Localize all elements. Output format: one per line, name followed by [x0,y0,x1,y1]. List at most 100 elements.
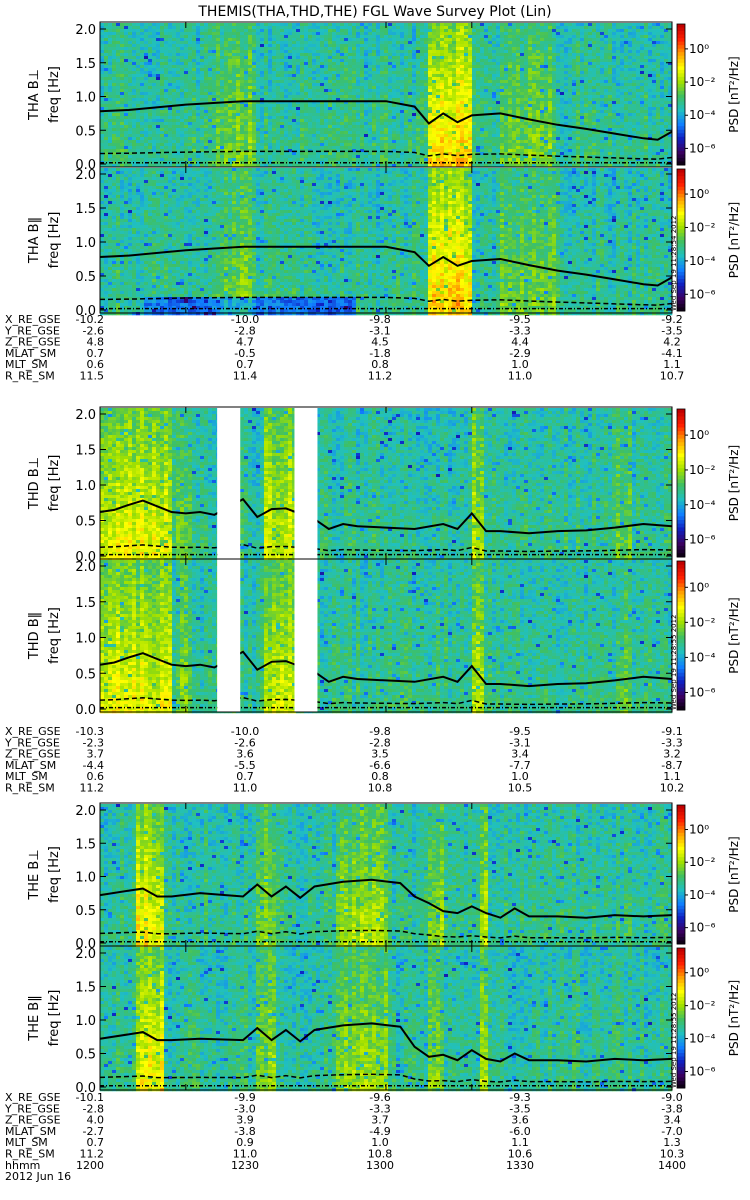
ephemeris-table: X_RE_GSE -10.2 -10.0 -9.8 -9.5 -9.2Y_RE_GSE -2… [4,313,684,383]
ephemeris-value: 11.2 [80,782,105,795]
ephemeris-value: 1230 [231,1159,259,1172]
y-tick-label: 1.0 [75,632,96,647]
date-label: 2012 Jun 16 [5,1170,71,1183]
y-axis-label: freq [Hz] [47,990,62,1047]
spectrogram-image [100,804,672,948]
colorbar-tick-label: 10⁻² [689,75,716,89]
colorbar-tick-label: 10⁰ [689,823,709,837]
colorbar-tick-label: 10⁻⁴ [689,1032,716,1046]
spectrogram-image [100,168,672,315]
y-tick-label: 1.5 [75,596,96,611]
ephemeris-value: 10.2 [660,782,685,795]
colorbar-label: PSD [nT²/Hz] [727,445,741,521]
colorbar: 10⁰ 10⁻² 10⁻⁴ 10⁻⁶ PSD [nT²/Hz] [677,409,741,558]
y-tick-label: 1.0 [75,1014,96,1029]
timestamp-stamp: Wed Sep 19 11:28:55 2012 [670,992,678,1088]
ephemeris-value: 11.5 [80,370,105,383]
colorbar-tick-label: 10⁻⁶ [689,921,716,935]
y-tick-label: 1.0 [75,479,96,494]
panel-label: THA B‖ [27,217,42,264]
ephemeris-row-label: R_RE_SM [5,370,55,383]
y-tick-label: 0.5 [75,515,96,530]
colorbar-tick-label: 10⁰ [689,966,709,980]
y-axis-label: freq [Hz] [47,607,62,664]
spectrogram-image [100,947,672,1091]
colorbar-tick-label: 10⁻² [689,855,716,869]
y-tick-label: 0.5 [75,124,96,139]
y-axis-label: freq [Hz] [47,212,62,269]
y-tick-label: 0.5 [75,270,96,285]
y-tick-label: 2.0 [75,168,96,183]
ephemeris-value: 10.7 [660,370,685,383]
colorbar-tick-label: 10⁻⁴ [689,254,716,268]
y-tick-label: 1.5 [75,202,96,217]
colorbar-tick-label: 10⁻² [689,463,716,477]
ephemeris-value: 10.8 [368,782,393,795]
colorbar-tick-label: 10⁻⁴ [689,498,716,512]
colorbar-tick-label: 10⁻⁶ [689,141,716,155]
colorbar-tick-label: 10⁻⁶ [689,685,716,699]
ephemeris-value: 11.4 [233,370,258,383]
colorbar-tick-label: 10⁰ [689,580,709,594]
colorbar-label: PSD [nT²/Hz] [727,980,741,1056]
y-tick-label: 1.5 [75,837,96,852]
ephemeris-value: 1330 [506,1159,534,1172]
colorbar-label: PSD [nT²/Hz] [727,202,741,278]
colorbar-tick-label: 10⁻² [689,615,716,629]
y-axis-label: freq [Hz] [47,455,62,512]
spectrogram-image [100,560,672,713]
ephemeris-value: 11.0 [508,370,533,383]
ephemeris-table: X_RE_GSE -10.1 -9.9 -9.6 -9.3 -9.0Y_RE_GSE -2.… [4,1091,686,1183]
ephemeris-row-label: R_RE_SM [5,782,55,795]
panel-label: THD B‖ [27,612,42,660]
y-tick-label: 0.5 [75,1048,96,1063]
spectrogram-image [100,23,672,167]
colorbar-tick-label: 10⁻⁶ [689,1065,716,1079]
y-tick-label: 2.0 [75,947,96,962]
y-tick-label: 0.5 [75,667,96,682]
timestamp-stamp: Wed Sep 19 11:28:55 2012 [670,614,678,710]
ephemeris-value: 1200 [76,1159,104,1172]
colorbar-tick-label: 10⁻⁴ [689,108,716,122]
panel-thd-par: 0.0 0.5 1.0 1.5 2.0 THD B‖ freq [Hz] 10⁰ 10⁻² 10⁻… [27,559,741,718]
colorbar-tick-label: 10⁰ [689,428,709,442]
y-tick-label: 1.0 [75,91,96,106]
colorbar-label: PSD [nT²/Hz] [727,597,741,673]
ephemeris-value: 1400 [658,1159,686,1172]
ephemeris-value: 11.0 [233,782,258,795]
colorbar-tick-label: 10⁻² [689,220,716,234]
figure-title: THEMIS(THA,THD,THE) FGL Wave Survey Plot… [197,4,551,20]
colorbar-tick-label: 10⁻⁶ [689,287,716,301]
ephemeris-value: 11.2 [368,370,393,383]
y-tick-label: 1.5 [75,981,96,996]
y-tick-label: 2.0 [75,408,96,423]
colorbar: 10⁰ 10⁻² 10⁻⁴ 10⁻⁶ PSD [nT²/Hz] [677,24,741,166]
y-axis-label: freq [Hz] [47,846,62,903]
ephemeris-table: X_RE_GSE -10.3 -10.0 -9.8 -9.5 -9.1Y_RE_GSE -2… [4,725,684,795]
colorbar-label: PSD [nT²/Hz] [727,56,741,132]
ephemeris-value: 10.5 [508,782,533,795]
y-tick-label: 2.0 [75,23,96,38]
colorbar-tick-label: 10⁻⁶ [689,533,716,547]
colorbar-tick-label: 10⁰ [689,42,709,56]
colorbar-tick-label: 10⁻⁴ [689,888,716,902]
ephemeris-value: 1300 [366,1159,394,1172]
y-tick-label: 2.0 [75,560,96,575]
y-axis-label: freq [Hz] [47,66,62,123]
y-tick-label: 1.5 [75,444,96,459]
colorbar: 10⁰ 10⁻² 10⁻⁴ 10⁻⁶ PSD [nT²/Hz] Wed Sep 19 11… [670,561,741,711]
spectrogram-image [100,408,672,561]
panel-label: THE B‖ [27,995,42,1041]
panel-label: THD B⊥ [27,457,42,510]
y-tick-label: 0.0 [75,703,96,718]
colorbar-tick-label: 10⁻⁴ [689,650,716,664]
y-tick-label: 1.0 [75,871,96,886]
